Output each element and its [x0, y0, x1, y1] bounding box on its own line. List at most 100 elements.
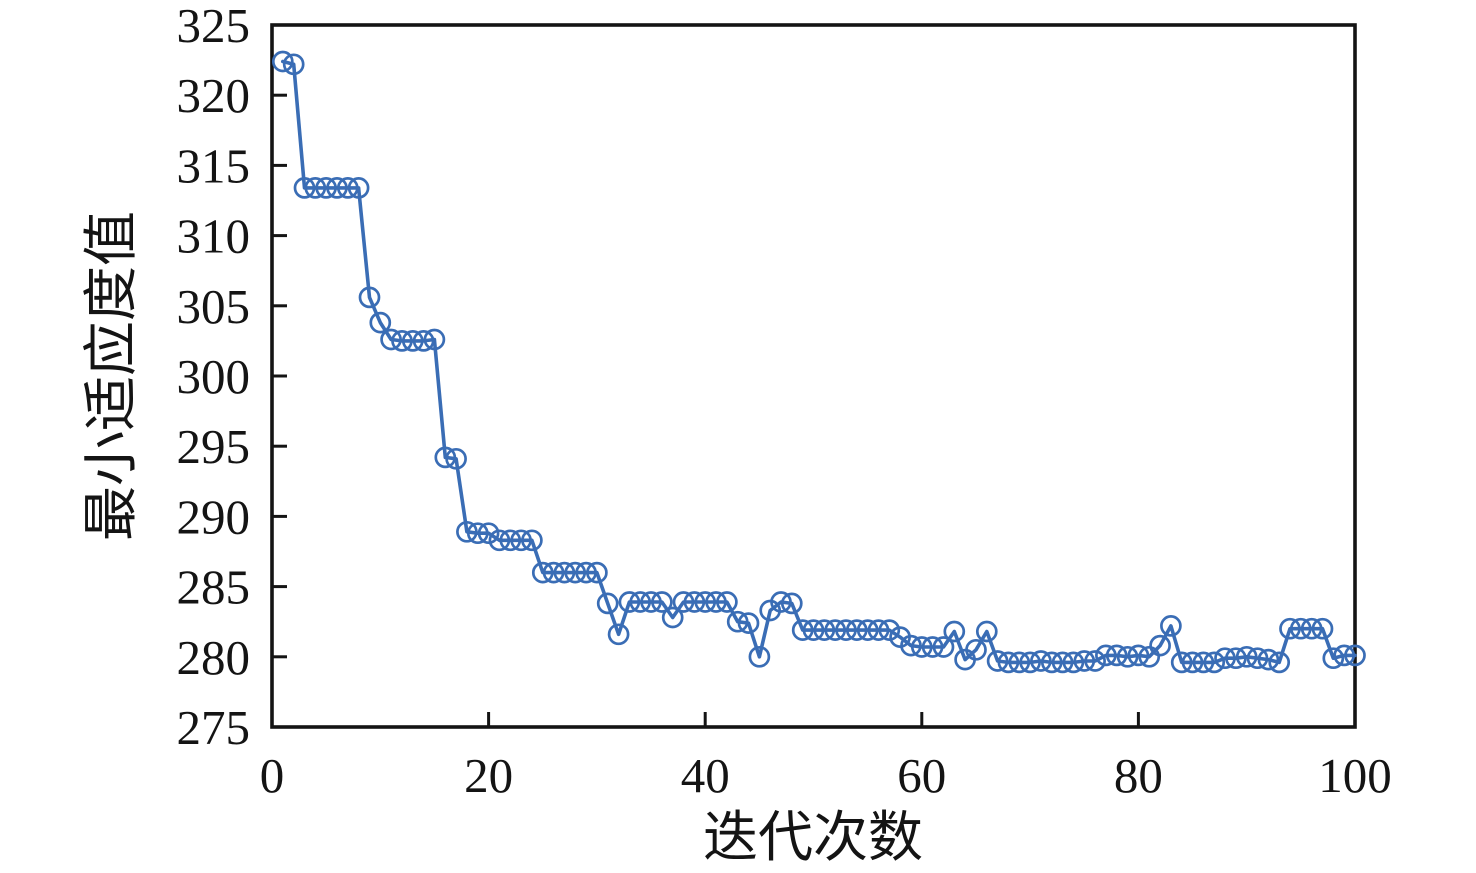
- data-point-marker: [1225, 647, 1247, 670]
- x-tick-label: 60: [897, 748, 946, 803]
- data-point-marker: [661, 606, 684, 629]
- data-point-marker: [878, 619, 901, 641]
- data-point-marker: [1095, 644, 1117, 667]
- data-point-marker: [499, 529, 522, 552]
- data-point-marker: [336, 177, 359, 199]
- data-point-marker: [1203, 651, 1226, 674]
- data-point-marker: [1170, 651, 1193, 674]
- data-point-marker: [672, 591, 695, 613]
- data-point-marker: [1138, 645, 1161, 668]
- data-point-marker: [705, 591, 727, 613]
- data-point-marker: [1311, 617, 1334, 640]
- data-point-marker: [683, 591, 706, 613]
- data-point-marker: [737, 612, 760, 634]
- series-min-fitness: [271, 50, 1366, 674]
- data-point-marker: [748, 645, 771, 668]
- data-point-marker: [434, 446, 457, 469]
- data-point-marker: [380, 328, 402, 351]
- data-point-marker: [986, 650, 1009, 672]
- data-point-marker: [965, 638, 987, 661]
- plot-border: [270, 23, 1357, 729]
- data-point-marker: [412, 330, 435, 352]
- data-point-marker: [1008, 651, 1031, 674]
- data-point-marker: [1214, 647, 1236, 670]
- data-point-marker: [975, 620, 998, 643]
- data-point-marker: [1127, 644, 1150, 667]
- data-point-marker: [1322, 647, 1345, 670]
- data-point-marker: [824, 619, 847, 641]
- data-point-marker: [1279, 617, 1301, 640]
- y-tick-label: 305: [177, 279, 251, 334]
- data-point-marker: [835, 619, 857, 641]
- data-point-marker: [1246, 647, 1269, 670]
- data-point-marker: [347, 177, 370, 199]
- x-tick-label: 20: [464, 748, 513, 803]
- data-point-marker: [640, 591, 662, 613]
- data-point-marker: [510, 529, 532, 552]
- data-point-marker: [900, 634, 922, 657]
- data-point-marker: [1084, 650, 1106, 672]
- data-point-marker: [477, 522, 500, 545]
- data-point-marker: [358, 286, 381, 309]
- data-point-marker: [282, 53, 305, 76]
- x-tick-label: 40: [681, 748, 730, 803]
- y-tick-label: 300: [177, 349, 251, 404]
- data-point-marker: [651, 591, 673, 613]
- data-point-marker: [1235, 645, 1258, 668]
- data-point-marker: [780, 592, 803, 615]
- data-point-marker: [315, 177, 337, 199]
- data-point-marker: [921, 636, 944, 658]
- data-point-marker: [423, 328, 446, 351]
- data-point-marker: [1073, 650, 1096, 672]
- data-point-marker: [1160, 615, 1182, 637]
- data-point-marker: [1268, 651, 1291, 674]
- y-tick-label: 295: [177, 419, 251, 474]
- data-point-marker: [488, 529, 511, 552]
- data-point-marker: [716, 591, 738, 613]
- data-point-marker: [401, 330, 424, 352]
- data-point-marker: [531, 561, 554, 584]
- data-point-marker: [1333, 644, 1356, 667]
- data-point-marker: [564, 561, 587, 584]
- data-point-marker: [943, 620, 966, 643]
- y-tick-label: 280: [177, 630, 251, 685]
- x-axis-title: 迭代次数: [703, 807, 923, 868]
- data-point-marker: [845, 619, 868, 641]
- y-tick-label: 320: [177, 68, 251, 123]
- data-point-marker: [813, 619, 836, 641]
- y-tick-label: 285: [177, 560, 251, 615]
- data-point-marker: [456, 520, 478, 543]
- data-point-marker: [326, 177, 348, 199]
- x-tick-label: 100: [1318, 748, 1392, 803]
- data-point-marker: [521, 529, 543, 552]
- data-point-marker: [1062, 651, 1085, 674]
- data-point-marker: [586, 561, 608, 584]
- data-point-marker: [997, 651, 1020, 674]
- data-point-marker: [910, 636, 933, 658]
- data-point-marker: [445, 447, 467, 470]
- y-tick-label: 275: [177, 700, 251, 755]
- data-point-marker: [369, 311, 392, 334]
- data-point-marker: [791, 619, 814, 641]
- x-axis-ticks: 0 20 40 60 80 100: [260, 712, 1392, 803]
- data-point-marker: [867, 619, 890, 641]
- data-point-marker: [542, 561, 565, 584]
- y-tick-label: 325: [177, 0, 251, 53]
- data-point-marker: [607, 623, 630, 646]
- data-point-marker: [575, 561, 597, 584]
- data-point-marker: [553, 561, 576, 584]
- y-tick-label: 310: [177, 209, 251, 264]
- y-axis-title: 最小适应度值: [81, 211, 142, 541]
- data-point-marker: [1257, 648, 1280, 671]
- data-point-marker: [1344, 644, 1366, 667]
- data-point-marker: [770, 591, 792, 613]
- data-point-marker: [629, 591, 652, 613]
- data-point-marker: [304, 177, 327, 199]
- y-axis-ticks: 275 280 285 290 295 300 305 310 315 320 325: [177, 0, 287, 755]
- data-point-marker: [271, 50, 294, 73]
- data-point-marker: [856, 619, 879, 641]
- data-point-marker: [726, 610, 749, 633]
- data-point-marker: [1019, 651, 1041, 674]
- x-tick-label: 80: [1114, 748, 1163, 803]
